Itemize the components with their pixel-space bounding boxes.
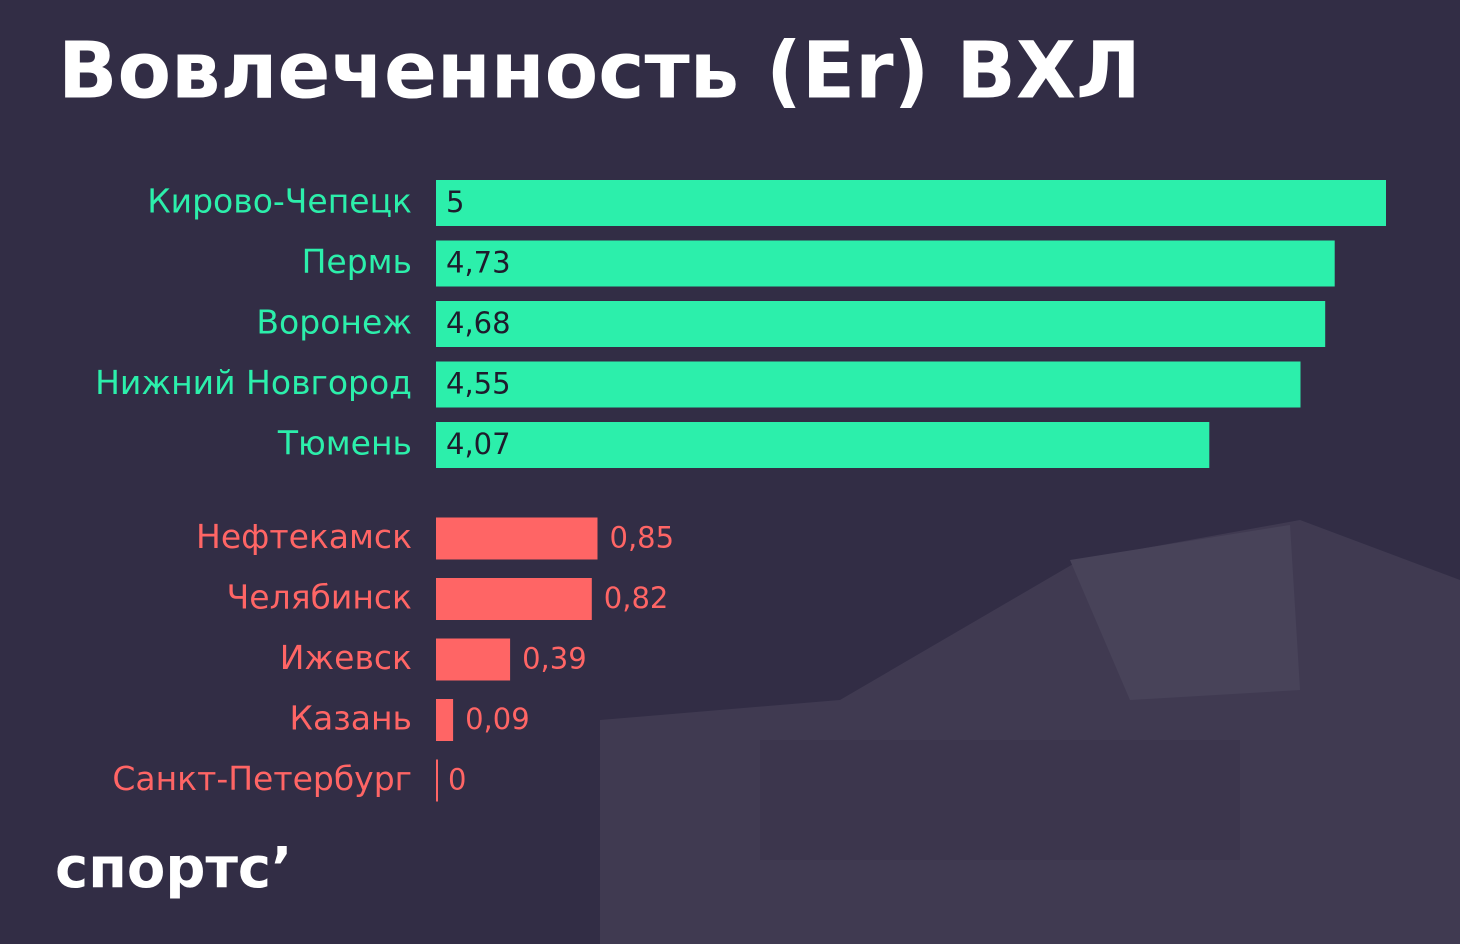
category-label: Нефтекамск xyxy=(196,517,412,556)
value-label: 0,85 xyxy=(610,521,675,555)
category-label: Пермь xyxy=(302,242,412,281)
category-label: Кирово-Чепецк xyxy=(147,182,412,221)
value-label: 4,73 xyxy=(446,246,511,280)
category-label: Воронеж xyxy=(256,303,412,342)
value-label: 0,82 xyxy=(604,581,669,615)
category-label: Ижевск xyxy=(280,638,412,677)
value-label: 5 xyxy=(446,185,464,219)
bar xyxy=(436,301,1326,347)
value-label: 4,55 xyxy=(446,367,511,401)
background-photo xyxy=(600,520,1460,944)
category-label: Санкт-Петербург xyxy=(112,759,412,798)
category-label: Челябинск xyxy=(227,578,412,617)
bar xyxy=(436,180,1386,226)
value-label: 0,09 xyxy=(465,702,530,736)
bar xyxy=(436,699,454,741)
bar xyxy=(436,759,438,802)
bar xyxy=(436,638,511,681)
bar xyxy=(436,240,1335,287)
logo: спортс’ xyxy=(55,836,292,901)
value-label: 0 xyxy=(448,763,466,797)
bar xyxy=(436,422,1210,468)
category-label: Тюмень xyxy=(277,424,412,463)
bar xyxy=(436,578,592,620)
category-label: Нижний Новгород xyxy=(95,363,412,402)
category-label: Казань xyxy=(290,699,412,738)
chart-title: Вовлеченность (Er) ВХЛ xyxy=(58,26,1141,116)
value-label: 4,68 xyxy=(446,306,511,340)
value-label: 0,39 xyxy=(522,642,587,676)
value-label: 4,07 xyxy=(446,427,511,461)
bar xyxy=(436,361,1301,408)
bar xyxy=(436,517,598,560)
